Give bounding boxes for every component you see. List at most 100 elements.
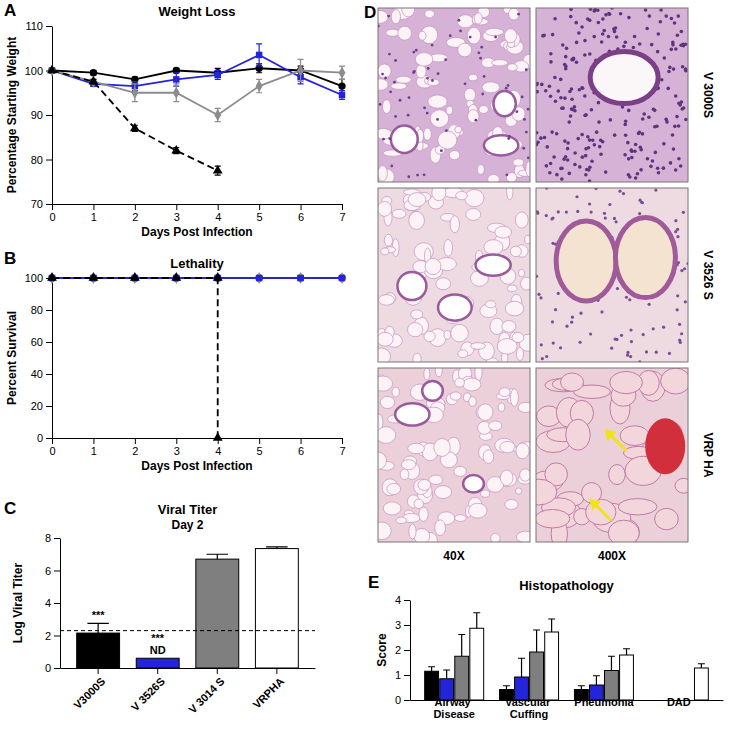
alveolus	[425, 10, 435, 18]
cell-nucleus	[431, 44, 434, 47]
cell-nucleus	[445, 129, 448, 132]
tick: 6	[298, 438, 304, 457]
cell-nucleus	[557, 292, 560, 295]
error-bar	[298, 59, 304, 81]
alveolus	[463, 378, 481, 391]
cell-nucleus	[539, 296, 542, 299]
micrograph-frame	[378, 368, 530, 542]
tick: 5	[257, 438, 263, 457]
tick-mark	[54, 636, 60, 637]
cell-nucleus	[684, 300, 687, 303]
alveolus	[469, 74, 478, 81]
cell-nucleus	[645, 350, 648, 353]
lumen	[556, 221, 616, 301]
bar	[77, 633, 120, 668]
cell-nucleus	[604, 170, 608, 174]
cell-nucleus	[674, 94, 678, 98]
cell-nucleus	[416, 174, 419, 177]
tick-mark	[342, 438, 343, 444]
alveolus	[469, 396, 476, 406]
cell-nucleus	[669, 48, 673, 52]
marker	[173, 87, 180, 99]
tick: 7	[339, 438, 345, 457]
cell-nucleus	[550, 217, 553, 220]
tick: 0	[395, 694, 410, 706]
y-axis-title: Score	[375, 633, 389, 667]
x-axis: 01234567	[49, 438, 345, 457]
x-axis-title: Days Post Infection	[141, 459, 252, 473]
annotation: ***	[92, 609, 106, 621]
cell-nucleus	[545, 355, 548, 358]
cell-nucleus	[543, 136, 547, 140]
cell-nucleus	[641, 117, 645, 121]
cell-nucleus	[565, 210, 568, 213]
cell-nucleus	[559, 167, 563, 171]
cell-nucleus	[544, 89, 548, 93]
alveolus	[446, 106, 453, 114]
error-bar	[578, 686, 585, 690]
line-chart: BLethality02040608010001234567Days Post …	[4, 249, 346, 473]
cell-nucleus	[549, 60, 553, 64]
tick-mark	[52, 204, 53, 210]
alveolus	[518, 402, 530, 412]
cell-nucleus	[592, 35, 596, 39]
cell-nucleus	[637, 132, 641, 136]
tick-label: 0	[49, 445, 55, 457]
cell-nucleus	[648, 303, 651, 306]
cell-nucleus	[565, 325, 568, 328]
alveolus	[510, 246, 521, 257]
cell-nucleus	[684, 69, 688, 73]
cell-nucleus	[639, 168, 643, 172]
tick: 1	[395, 669, 410, 681]
alveolus	[430, 110, 448, 128]
tick-mark	[54, 538, 60, 539]
cell-nucleus	[597, 21, 601, 25]
cell-nucleus	[523, 118, 526, 121]
tick-mark	[46, 115, 52, 116]
cell-nucleus	[618, 190, 621, 193]
y-axis: 708090100110	[25, 20, 53, 210]
alveolus	[655, 508, 679, 529]
alveolus	[451, 324, 469, 342]
cell-nucleus	[638, 42, 642, 46]
alveolus	[515, 212, 528, 228]
cell-nucleus	[551, 320, 554, 323]
tick-mark	[176, 204, 177, 210]
micrograph	[536, 188, 688, 362]
lumen	[615, 218, 675, 298]
tick-label-line: DAD	[667, 696, 691, 708]
series	[49, 44, 345, 100]
tick-label: 2	[45, 630, 51, 642]
marker	[256, 275, 262, 281]
cell-nucleus	[677, 14, 681, 18]
tick-mark	[54, 571, 60, 572]
cell-nucleus	[554, 99, 558, 103]
cell-nucleus	[567, 120, 571, 124]
cell-nucleus	[563, 139, 567, 143]
cell-nucleus	[662, 142, 666, 146]
tick: 3	[395, 619, 410, 631]
cell-nucleus	[610, 347, 613, 350]
tick: 3	[174, 438, 180, 457]
cell-nucleus	[557, 210, 560, 213]
tick-label: 7	[339, 445, 345, 457]
alveolus	[458, 350, 468, 358]
marker	[130, 272, 140, 281]
cell-nucleus	[607, 35, 611, 39]
arrow	[589, 499, 611, 521]
cell-nucleus	[613, 133, 617, 137]
airway	[422, 381, 443, 401]
series	[425, 667, 589, 700]
tick-mark	[135, 204, 136, 210]
airway	[476, 255, 511, 276]
bar	[679, 700, 693, 701]
cell-nucleus	[545, 164, 549, 168]
alveolus	[401, 460, 415, 470]
alveolus	[419, 31, 427, 40]
chart-title: Viral Titer	[158, 502, 218, 517]
cell-nucleus	[426, 112, 429, 115]
tick-label: 20	[31, 400, 43, 412]
cell-nucleus	[627, 16, 631, 20]
marker	[47, 272, 57, 281]
marker	[171, 272, 181, 281]
